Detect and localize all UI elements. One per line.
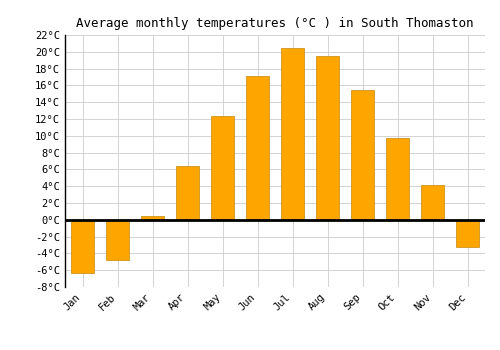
Bar [386,138,409,220]
Bar [211,117,234,220]
Bar [246,76,269,220]
Bar [141,216,164,220]
Bar [456,220,479,247]
Bar [351,90,374,220]
Bar [176,166,199,220]
Bar [316,56,339,220]
Bar [106,220,129,260]
Bar [71,220,94,273]
Bar [421,184,444,220]
Bar [281,48,304,220]
Title: Average monthly temperatures (°C ) in South Thomaston: Average monthly temperatures (°C ) in So… [76,17,474,30]
